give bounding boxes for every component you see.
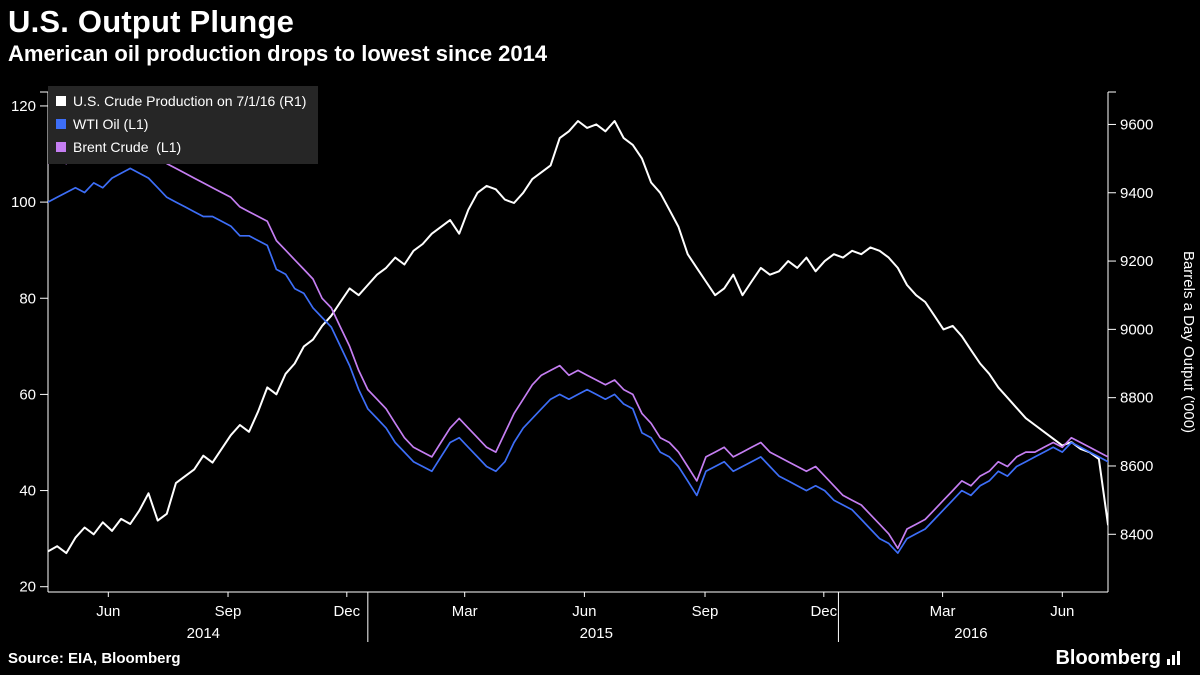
legend-label-wti: WTI Oil (L1)	[73, 116, 149, 132]
legend-label-production: U.S. Crude Production on 7/1/16 (R1)	[73, 93, 307, 109]
legend-swatch-brent	[56, 142, 66, 152]
right-axis-tick-label: 9400	[1120, 185, 1153, 202]
series-line-u-s-crude-production-on-7-1-16	[48, 120, 1108, 555]
bloomberg-bars-icon	[1167, 651, 1180, 665]
x-axis: Jun Sep Dec Mar Jun Sep Dec Mar Jun 2014 2015 2016	[96, 592, 1074, 642]
right-axis-tick-label: 8800	[1120, 390, 1153, 407]
x-axis-month-label: Sep	[692, 603, 719, 620]
right-axis-tick-label: 8600	[1120, 458, 1153, 475]
chart-canvas: 20 40 60 80 100 120 9600 9400 9200 9000 8800 8600 84…	[11, 91, 1197, 642]
chart-legend: U.S. Crude Production on 7/1/16 (R1) WTI…	[48, 86, 319, 164]
right-axis-tick-label: 8400	[1120, 526, 1153, 543]
right-axis-tick-label: 9000	[1120, 321, 1153, 338]
right-axis-tick-label: 9600	[1120, 116, 1153, 133]
x-axis-month-label: Dec	[333, 603, 360, 620]
legend-item-wti: WTI Oil (L1)	[56, 113, 306, 135]
right-axis: 9600 9400 9200 9000 8800 8600 8400 Barrels a Da…	[1108, 116, 1197, 543]
bloomberg-logo: Bloomberg	[1055, 647, 1180, 670]
x-axis-year-label: 2016	[954, 625, 987, 642]
chart-footer: Source: EIA, Bloomberg Bloomberg	[0, 643, 1200, 675]
series-lines	[48, 120, 1108, 555]
source-note: Source: EIA, Bloomberg	[8, 649, 181, 667]
bloomberg-wordmark: Bloomberg	[1055, 646, 1161, 669]
series-line-wti-oil	[48, 167, 1108, 554]
left-axis-tick-label: 120	[11, 98, 36, 115]
left-axis-tick-label: 100	[11, 194, 36, 211]
chart-header: U.S. Output Plunge American oil producti…	[0, 0, 557, 66]
left-axis: 20 40 60 80 100 120	[11, 98, 48, 596]
left-axis-tick-label: 60	[19, 386, 36, 403]
chart-subtitle: American oil production drops to lowest …	[8, 41, 548, 67]
x-axis-year-label: 2015	[580, 625, 613, 642]
x-axis-month-label: Jun	[1050, 603, 1074, 620]
x-axis-month-label: Mar	[452, 603, 478, 620]
x-axis-month-label: Jun	[572, 603, 596, 620]
x-axis-year-label: 2014	[187, 625, 220, 642]
chart-title: U.S. Output Plunge	[8, 4, 295, 39]
left-axis-tick-label: 40	[19, 483, 36, 500]
x-axis-month-label: Dec	[810, 603, 837, 620]
legend-item-production: U.S. Crude Production on 7/1/16 (R1)	[56, 90, 306, 112]
x-axis-month-label: Mar	[930, 603, 956, 620]
legend-swatch-wti	[56, 119, 66, 129]
series-line-brent-crude	[48, 129, 1108, 550]
right-axis-title: Barrels a Day Output ('000)	[1180, 251, 1197, 433]
legend-swatch-production	[56, 96, 66, 106]
x-axis-month-label: Jun	[96, 603, 120, 620]
legend-item-brent: Brent Crude (L1)	[56, 136, 306, 158]
right-axis-tick-label: 9200	[1120, 253, 1153, 270]
left-axis-tick-label: 20	[19, 579, 36, 596]
left-axis-tick-label: 80	[19, 290, 36, 307]
x-axis-month-label: Sep	[215, 603, 242, 620]
legend-label-brent: Brent Crude (L1)	[73, 139, 182, 155]
plot-frame	[40, 91, 1116, 593]
